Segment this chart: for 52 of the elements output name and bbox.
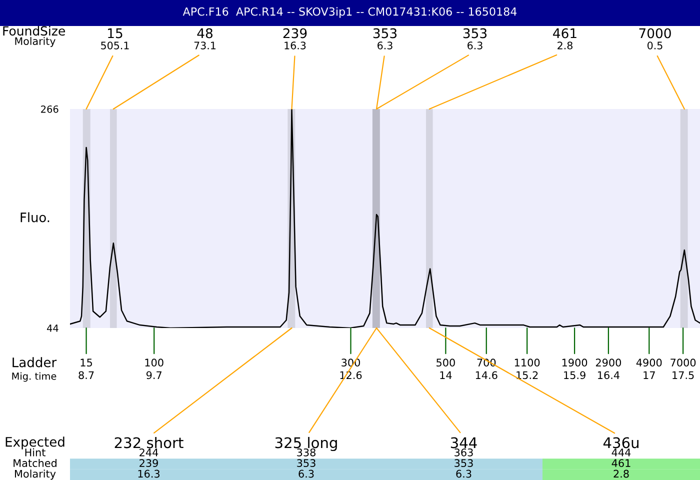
annotation: 15 505.1	[101, 28, 129, 50]
annotation: 100	[145, 358, 164, 367]
chart-title: APC.F16 APC.R14 -- SKOV3ip1 -- CM017431:K06 -- 1650184	[182, 7, 517, 18]
x-tick-label: 14	[440, 371, 452, 379]
x-tick-label: 14.6	[476, 371, 498, 380]
text: 444	[612, 448, 631, 456]
text: Hint	[25, 448, 46, 456]
x-tick-label: 9.7	[146, 371, 162, 380]
annotation: 239 16.3	[283, 28, 307, 50]
annotation: 436u	[603, 437, 638, 448]
annotation: 344	[450, 437, 477, 448]
text: Molarity	[15, 37, 56, 47]
text: Matched	[14, 458, 56, 468]
annotation: 4900	[636, 358, 662, 367]
text: 244	[140, 448, 158, 456]
annotation: 15	[80, 358, 92, 367]
x-tick-label: 15.9	[564, 371, 586, 380]
annotation: 2900	[596, 358, 622, 367]
annotation: 232 short	[114, 436, 184, 448]
text: 363	[454, 448, 473, 456]
text: 353	[297, 459, 316, 468]
x-axis-title: Mig. time	[12, 372, 56, 382]
annotation: 48 73.1	[194, 28, 216, 50]
text: 2.8	[614, 470, 629, 478]
text: Molarity	[14, 470, 56, 480]
annotation: 1900	[562, 358, 588, 367]
y-axis-title: Fluo.	[20, 212, 50, 222]
x-tick-label: 15.2	[516, 371, 538, 380]
text: 239	[140, 459, 158, 468]
x-tick-label: 17	[644, 371, 655, 379]
x-tick-label: 8.7	[78, 371, 94, 380]
text: Ladder	[12, 357, 57, 368]
y-tick-label: 44	[46, 324, 58, 332]
annotation: 353 6.3	[373, 28, 397, 50]
annotation: 461 2.8	[553, 28, 576, 50]
text: Found	[3, 26, 40, 36]
y-tick-label: 266	[41, 105, 58, 113]
text: 6.3	[456, 470, 472, 478]
line-series	[70, 109, 700, 328]
text: 461	[612, 459, 630, 468]
annotation: 500	[436, 358, 455, 367]
annotation: 7000	[670, 358, 696, 367]
x-tick-label: 16.4	[598, 371, 620, 380]
annotation: 7000 0.5	[639, 28, 671, 50]
text: 6.3	[298, 470, 314, 478]
text: Size	[40, 26, 65, 36]
text: Expected	[6, 436, 64, 450]
x-tick-label: 17.5	[672, 371, 694, 380]
annotation: 1100	[514, 358, 540, 367]
text: 353	[454, 459, 473, 468]
text: 16.3	[138, 470, 160, 478]
annotation: 353 6.3	[463, 28, 487, 50]
